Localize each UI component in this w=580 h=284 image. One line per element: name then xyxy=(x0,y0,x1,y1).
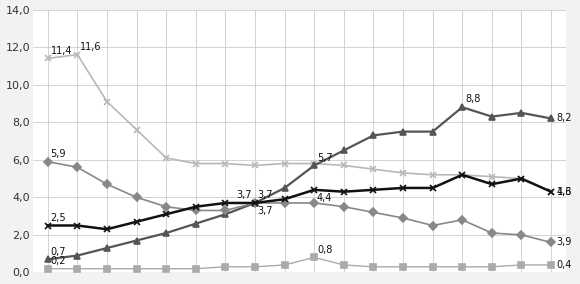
Text: 3,7: 3,7 xyxy=(258,190,273,200)
Text: 5,7: 5,7 xyxy=(317,153,332,163)
Text: 3,7: 3,7 xyxy=(237,190,252,200)
Text: 8,8: 8,8 xyxy=(465,94,480,105)
Text: 3,7: 3,7 xyxy=(258,206,273,216)
Text: 11,4: 11,4 xyxy=(50,46,72,56)
Text: 1,6: 1,6 xyxy=(557,187,572,197)
Text: 8,2: 8,2 xyxy=(557,114,572,124)
Text: 3,9: 3,9 xyxy=(557,237,572,247)
Text: 0,7: 0,7 xyxy=(50,247,66,256)
Text: 0,8: 0,8 xyxy=(317,245,332,255)
Text: 4,4: 4,4 xyxy=(317,193,332,202)
Text: 0,4: 0,4 xyxy=(557,260,572,270)
Text: 5,9: 5,9 xyxy=(50,149,66,159)
Text: 4,3: 4,3 xyxy=(557,187,572,197)
Text: 11,6: 11,6 xyxy=(80,42,102,52)
Text: 0,2: 0,2 xyxy=(50,256,66,266)
Text: 2,5: 2,5 xyxy=(50,213,66,223)
